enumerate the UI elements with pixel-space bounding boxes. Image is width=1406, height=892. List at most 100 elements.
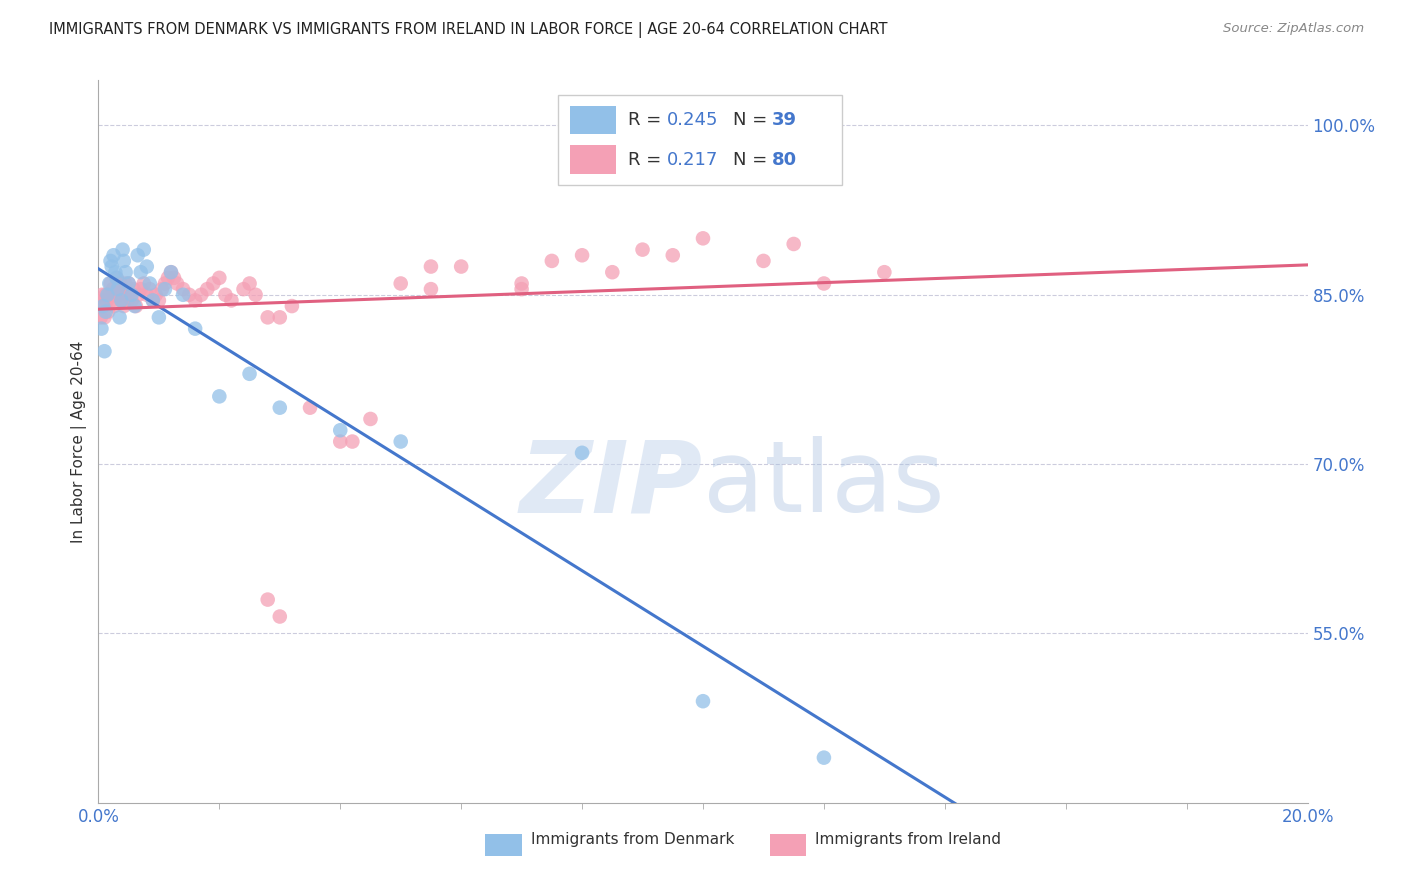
Point [142, 293, 165, 308]
Point [692, 231, 714, 245]
Point [281, 299, 304, 313]
Point [813, 750, 835, 764]
Point [94, 287, 117, 301]
Point [112, 253, 135, 268]
Point [111, 243, 134, 257]
Text: IMMIGRANTS FROM DENMARK VS IMMIGRANTS FROM IRELAND IN LABOR FORCE | AGE 20-64 CO: IMMIGRANTS FROM DENMARK VS IMMIGRANTS FR… [49, 22, 887, 38]
Point [299, 401, 322, 415]
Point [125, 299, 148, 313]
FancyBboxPatch shape [769, 834, 806, 855]
Point [245, 287, 267, 301]
Point [783, 237, 806, 252]
Point [90, 310, 112, 325]
Point [108, 287, 131, 301]
Point [118, 277, 141, 291]
Point [256, 592, 278, 607]
Point [110, 293, 132, 308]
Point [195, 282, 218, 296]
Point [121, 293, 143, 308]
Point [121, 287, 143, 301]
Text: 80: 80 [772, 151, 797, 169]
Point [105, 270, 128, 285]
Text: ZIP: ZIP [520, 436, 703, 533]
Text: N =: N = [734, 151, 773, 169]
Point [107, 282, 129, 296]
Point [114, 265, 136, 279]
Point [342, 434, 364, 449]
Point [692, 694, 714, 708]
Point [101, 282, 124, 296]
Point [96, 293, 118, 308]
Point [360, 412, 382, 426]
FancyBboxPatch shape [558, 95, 842, 185]
Point [117, 293, 139, 308]
Text: atlas: atlas [703, 436, 945, 533]
Y-axis label: In Labor Force | Age 20-64: In Labor Force | Age 20-64 [72, 341, 87, 542]
Text: 39: 39 [772, 111, 797, 129]
Point [132, 277, 155, 291]
Point [98, 277, 121, 291]
Point [103, 299, 125, 313]
Point [148, 310, 170, 325]
Point [420, 260, 443, 274]
Point [139, 282, 162, 296]
Point [118, 287, 141, 301]
Text: N =: N = [734, 111, 773, 129]
Point [153, 277, 176, 291]
Point [90, 321, 112, 335]
Text: 0.217: 0.217 [666, 151, 718, 169]
Point [163, 270, 186, 285]
Point [160, 265, 183, 279]
Point [139, 277, 162, 291]
Point [135, 260, 157, 274]
Point [129, 265, 152, 279]
Point [602, 265, 624, 279]
Point [100, 253, 122, 268]
Point [571, 248, 593, 262]
Point [214, 287, 236, 301]
Point [166, 277, 188, 291]
Point [153, 282, 176, 296]
Point [148, 293, 170, 308]
Point [450, 260, 472, 274]
Point [93, 310, 115, 325]
Point [115, 287, 138, 301]
Point [208, 270, 231, 285]
Point [172, 282, 194, 296]
Point [510, 282, 533, 296]
Point [208, 389, 231, 403]
Text: Source: ZipAtlas.com: Source: ZipAtlas.com [1223, 22, 1364, 36]
Point [103, 248, 125, 262]
Text: Immigrants from Denmark: Immigrants from Denmark [531, 832, 735, 847]
Point [91, 299, 114, 313]
Point [93, 344, 115, 359]
Point [571, 446, 593, 460]
Point [91, 293, 114, 308]
Point [873, 265, 896, 279]
FancyBboxPatch shape [569, 145, 616, 174]
Point [100, 293, 122, 308]
Point [94, 304, 117, 318]
Point [104, 287, 127, 301]
Point [239, 277, 262, 291]
Point [269, 609, 291, 624]
Point [111, 282, 134, 296]
Point [132, 243, 155, 257]
Point [813, 277, 835, 291]
Point [118, 277, 141, 291]
Point [89, 299, 111, 313]
Point [112, 299, 135, 313]
Point [202, 277, 225, 291]
Point [91, 287, 114, 301]
Point [108, 310, 131, 325]
Point [752, 253, 775, 268]
Point [156, 270, 179, 285]
Point [150, 282, 173, 296]
Point [104, 265, 127, 279]
Point [389, 434, 412, 449]
Text: Immigrants from Ireland: Immigrants from Ireland [815, 832, 1001, 847]
Point [256, 310, 278, 325]
Point [160, 265, 183, 279]
Point [122, 282, 145, 296]
Point [184, 293, 207, 308]
